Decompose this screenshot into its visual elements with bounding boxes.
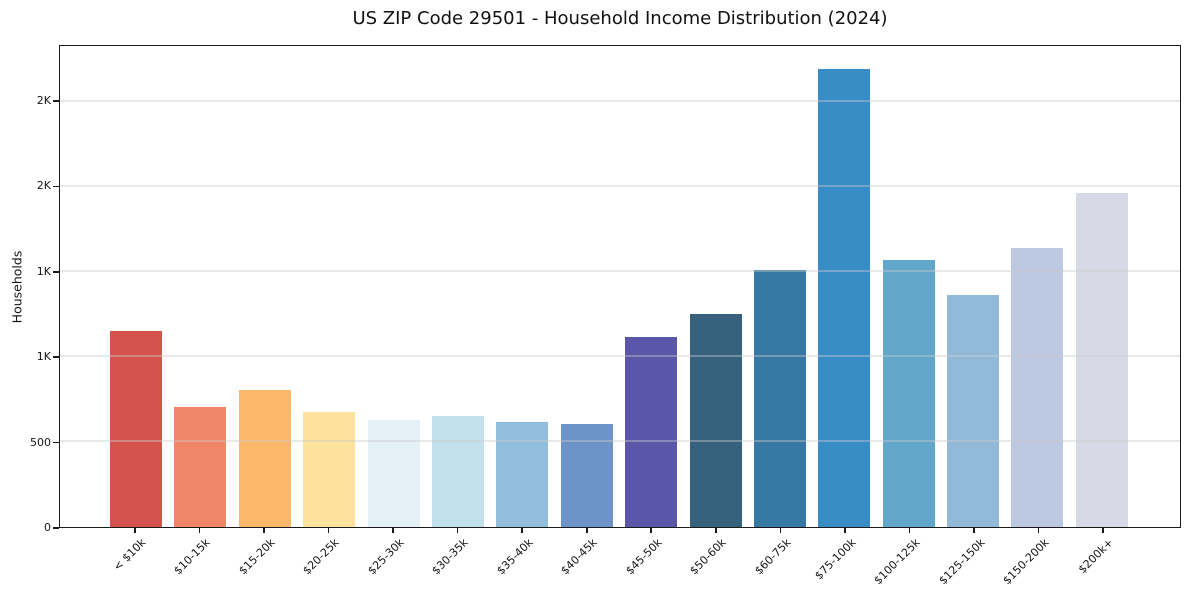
- x-tick-mark: [263, 528, 265, 533]
- x-tick-label: $60-75k: [752, 536, 794, 578]
- plot-area: [59, 45, 1181, 528]
- x-tick-mark: [521, 528, 523, 533]
- y-tick-mark: [53, 271, 59, 273]
- bar-14: [947, 294, 1000, 527]
- x-tick-mark: [844, 528, 846, 533]
- y-tick-mark: [53, 441, 59, 444]
- y-tick-mark: [53, 100, 59, 102]
- y-tick-label: 500: [30, 435, 51, 449]
- y-tick-mark: [53, 185, 59, 188]
- bar-2: [174, 407, 227, 527]
- y-tick-mark: [53, 356, 59, 358]
- x-tick-mark: [973, 528, 975, 533]
- bar-5: [367, 419, 420, 527]
- x-tick-label: $200k+: [1076, 536, 1117, 577]
- bar-16: [1075, 192, 1128, 527]
- x-tick-mark: [1037, 528, 1040, 533]
- bar-8: [560, 424, 613, 527]
- x-tick-label: $15-20k: [235, 536, 278, 578]
- x-tick-mark: [908, 528, 911, 533]
- bar-11: [753, 270, 806, 527]
- x-tick-label: $10-15k: [171, 536, 213, 578]
- y-tick-label: 1K: [36, 350, 51, 364]
- x-tick-label: $125-150k: [935, 536, 988, 588]
- chart-title: US ZIP Code 29501 - Household Income Dis…: [352, 8, 888, 29]
- x-tick-mark: [134, 528, 136, 533]
- x-tick-label: $100-125k: [871, 536, 923, 588]
- bar-10: [689, 314, 742, 527]
- x-tick-mark: [456, 528, 459, 533]
- x-tick-mark: [198, 528, 201, 533]
- bar-3: [238, 390, 291, 527]
- y-tick-label: 1K: [36, 264, 51, 278]
- bar-12: [818, 69, 871, 527]
- x-tick-mark: [715, 528, 717, 533]
- y-tick-label: 2K: [36, 94, 51, 108]
- y-tick-label: 0: [44, 521, 51, 534]
- x-tick-mark: [650, 528, 653, 533]
- bar-9: [625, 337, 678, 527]
- bar-13: [882, 259, 935, 527]
- x-tick-label: $75-100k: [811, 536, 859, 583]
- x-tick-mark: [585, 528, 588, 533]
- x-tick-label: $20-25k: [300, 536, 342, 578]
- x-tick-mark: [779, 528, 782, 533]
- x-tick-label: $35-40k: [494, 536, 536, 578]
- bar-15: [1011, 248, 1064, 527]
- y-tick-mark: [53, 527, 59, 529]
- x-tick-label: $30-35k: [429, 536, 471, 578]
- y-tick-label: 2K: [36, 179, 51, 193]
- x-tick-label: $40-45k: [558, 536, 600, 578]
- x-tick-label: $25-30k: [365, 536, 407, 578]
- x-tick-label: < $10k: [110, 536, 149, 574]
- bar-7: [496, 421, 549, 527]
- x-tick-mark: [1102, 528, 1104, 533]
- x-tick-label: $45-50k: [623, 536, 665, 578]
- bars-container: [60, 46, 1180, 527]
- bar-6: [431, 415, 484, 527]
- bar-4: [303, 412, 356, 527]
- x-tick-mark: [327, 528, 330, 533]
- x-tick-label: $150-200k: [1000, 536, 1052, 588]
- x-tick-mark: [392, 528, 394, 533]
- bar-1: [110, 330, 162, 527]
- x-tick-label: $50-60k: [687, 536, 729, 578]
- y-axis-title: Households: [9, 250, 25, 324]
